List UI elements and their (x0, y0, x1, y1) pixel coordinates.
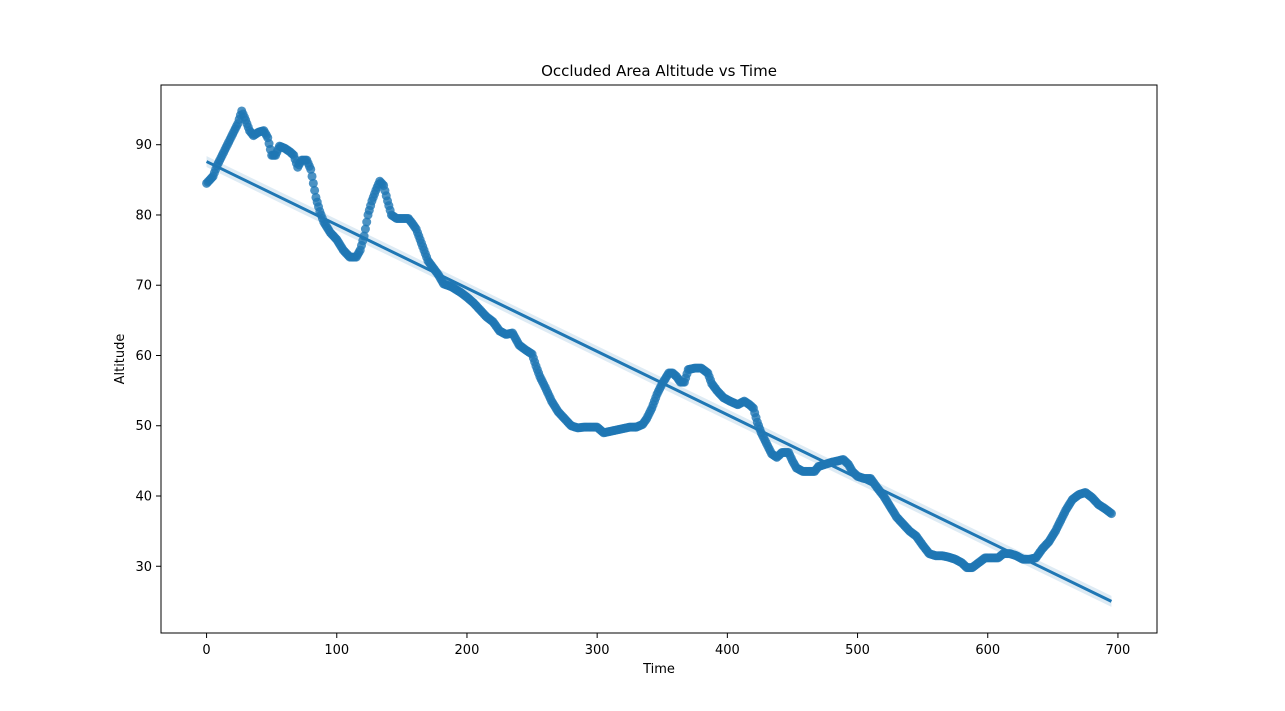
scatter-point (310, 185, 320, 195)
x-tick-label: 600 (975, 643, 1000, 658)
x-ticks: 0 100 200 300 400 500 600 700 (202, 633, 1130, 658)
x-tick-label: 700 (1106, 643, 1131, 658)
x-tick-label: 0 (202, 643, 210, 658)
x-tick-label: 400 (715, 643, 740, 658)
plot-frame (160, 84, 1158, 634)
y-tick-label: 60 (135, 349, 152, 364)
scatter-point (1106, 509, 1116, 519)
y-tick-label: 80 (135, 208, 152, 223)
scatter-points-layer (202, 106, 1116, 573)
x-tick-label: 500 (845, 643, 870, 658)
y-tick-label: 30 (135, 560, 152, 575)
scatter-point (306, 164, 316, 174)
regression-line-layer (205, 160, 1113, 603)
y-tick-label: 50 (135, 419, 152, 434)
x-tick-label: 300 (585, 643, 610, 658)
scatter-point (362, 217, 372, 227)
y-tick-label: 40 (135, 490, 152, 505)
x-tick-label: 100 (324, 643, 349, 658)
y-axis-label: Altitude (113, 334, 128, 385)
scatter-point (360, 224, 370, 234)
x-axis-label: Time (642, 662, 675, 677)
y-ticks: 30 40 50 60 70 80 90 (135, 138, 161, 575)
y-tick-label: 90 (135, 138, 152, 153)
chart-title: Occluded Area Altitude vs Time (541, 62, 777, 80)
scatter-point (307, 171, 317, 181)
scatter-point (308, 178, 318, 188)
regression-line (205, 160, 1113, 603)
y-tick-label: 70 (135, 279, 152, 294)
x-tick-label: 200 (455, 643, 480, 658)
